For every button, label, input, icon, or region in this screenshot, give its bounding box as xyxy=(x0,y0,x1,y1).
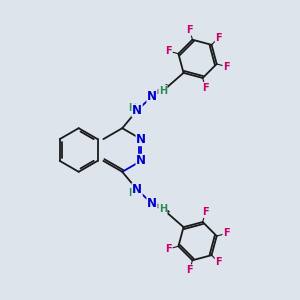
Text: N: N xyxy=(147,197,157,210)
Text: H: H xyxy=(159,204,167,214)
Text: F: F xyxy=(187,25,193,35)
Text: N: N xyxy=(147,90,157,103)
Text: F: F xyxy=(202,82,208,93)
Text: H: H xyxy=(128,103,136,113)
Text: F: F xyxy=(202,207,208,218)
Text: F: F xyxy=(215,33,222,43)
Text: F: F xyxy=(187,265,193,275)
Text: N: N xyxy=(136,154,146,167)
Text: F: F xyxy=(223,61,230,71)
Text: N: N xyxy=(136,133,146,146)
Text: N: N xyxy=(132,183,142,196)
Text: H: H xyxy=(128,188,136,198)
Text: F: F xyxy=(223,229,230,238)
Text: H: H xyxy=(159,85,167,96)
Text: F: F xyxy=(166,244,172,254)
Text: F: F xyxy=(215,257,222,267)
Text: F: F xyxy=(166,46,172,56)
Text: N: N xyxy=(132,104,142,117)
